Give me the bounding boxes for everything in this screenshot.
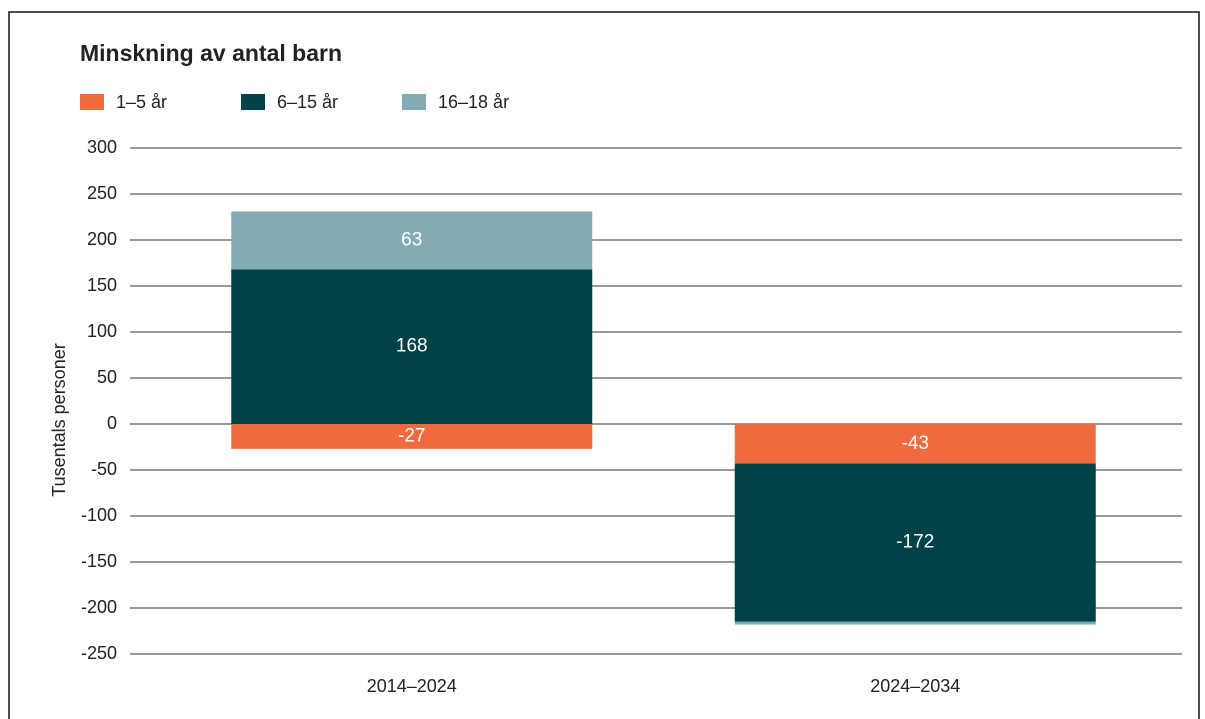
y-tick-label: -200 <box>81 597 117 617</box>
chart-title: Minskning av antal barn <box>80 40 342 66</box>
legend-swatch <box>80 94 104 110</box>
y-tick-label: -250 <box>81 643 117 663</box>
y-tick-label: -150 <box>81 551 117 571</box>
y-tick-label: 200 <box>87 229 117 249</box>
bar-segment <box>734 424 1096 464</box>
bar-segment <box>734 621 1096 625</box>
y-tick-label: 0 <box>107 413 117 433</box>
data-label: -43 <box>902 433 929 454</box>
legend-label: 1–5 år <box>116 92 167 112</box>
y-tick-label: 150 <box>87 275 117 295</box>
frame <box>8 11 1200 719</box>
data-label: -172 <box>896 532 934 553</box>
data-label: 168 <box>396 336 428 357</box>
x-tick-label: 2024–2034 <box>870 676 960 696</box>
legend-swatch <box>402 94 426 110</box>
bar-segment <box>734 463 1096 622</box>
legend-label: 6–15 år <box>277 92 338 112</box>
bar-segment <box>231 211 593 270</box>
data-label: 63 <box>401 229 422 250</box>
data-label: -27 <box>398 425 425 446</box>
y-axis-label: Tusentals personer <box>49 343 69 496</box>
y-tick-label: -100 <box>81 505 117 525</box>
y-tick-label: 100 <box>87 321 117 341</box>
legend-swatch <box>241 94 265 110</box>
bar-segment <box>231 269 593 424</box>
y-tick-label: 50 <box>97 367 117 387</box>
y-tick-label: 250 <box>87 183 117 203</box>
x-tick-label: 2014–2024 <box>367 676 457 696</box>
bar-segment <box>231 424 593 449</box>
y-tick-label: -50 <box>91 459 117 479</box>
y-tick-label: 300 <box>87 137 117 157</box>
legend-label: 16–18 år <box>438 92 509 112</box>
